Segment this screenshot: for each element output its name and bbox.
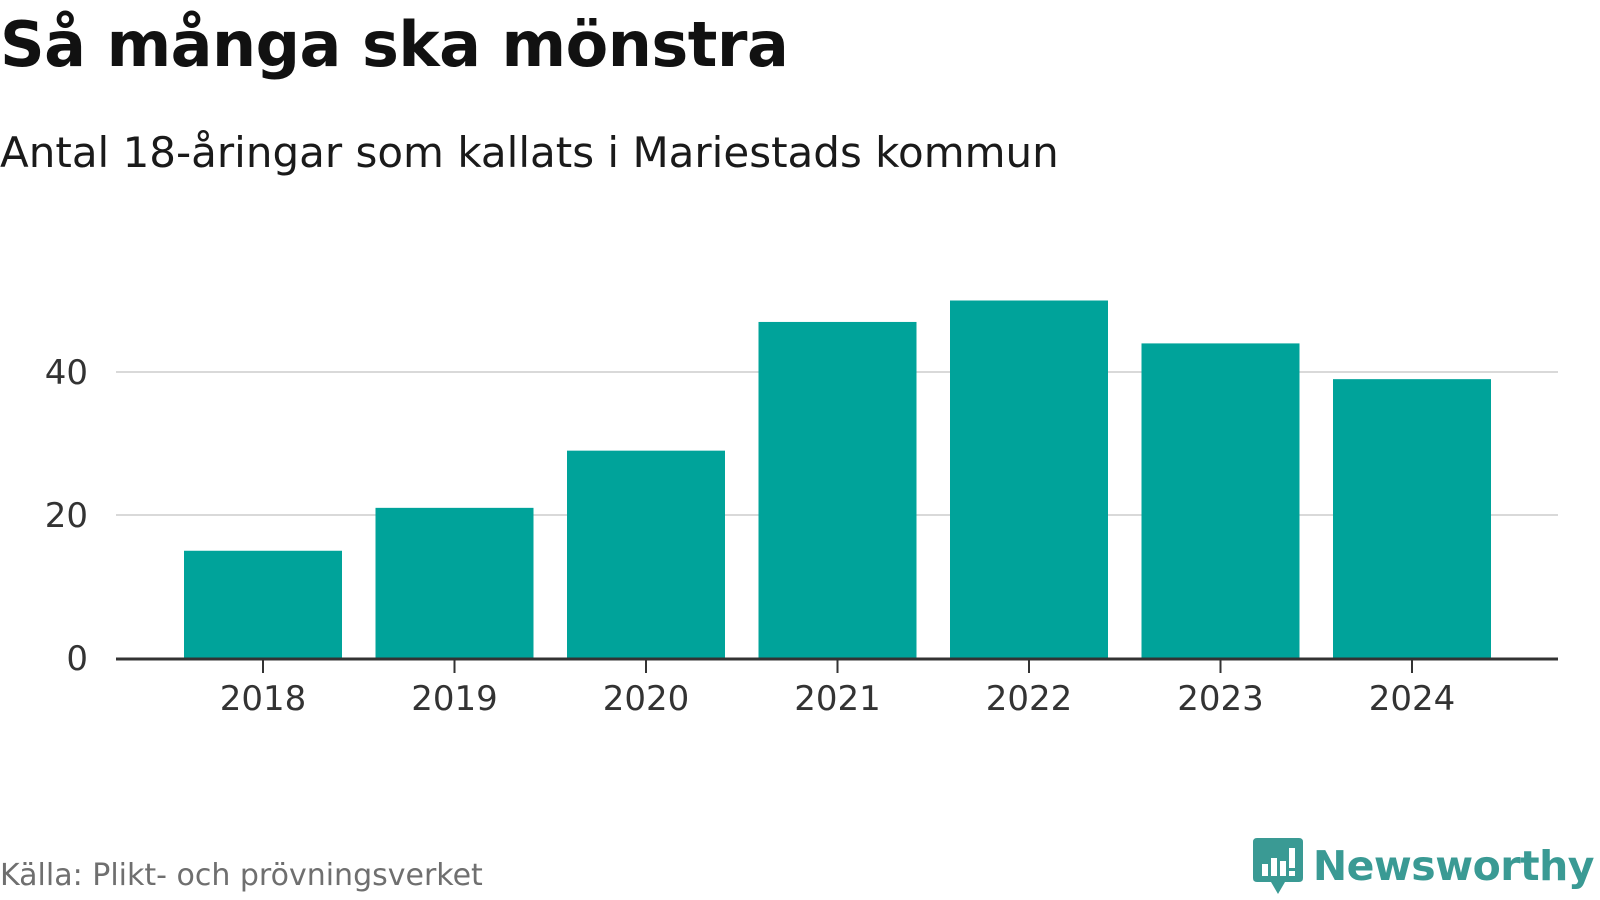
y-tick-label: 40 <box>45 353 88 393</box>
y-tick-label: 20 <box>45 496 88 536</box>
brand-logo: Newsworthy <box>1252 838 1595 894</box>
bar-2021 <box>758 321 917 658</box>
bar-2023 <box>1141 343 1300 658</box>
bar-2024 <box>1333 379 1491 658</box>
x-tick-label: 2024 <box>1369 679 1456 719</box>
chart-subtitle: Antal 18-åringar som kallats i Mariestad… <box>0 128 1059 177</box>
x-tick-label: 2023 <box>1177 679 1264 719</box>
bar-2019 <box>375 507 534 658</box>
x-tick-label: 2018 <box>220 679 307 719</box>
chart-title: Så många ska mönstra <box>0 8 789 81</box>
brand-name: Newsworthy <box>1312 842 1595 890</box>
y-tick-label: 0 <box>66 639 88 679</box>
source-note: Källa: Plikt- och prövningsverket <box>0 858 483 893</box>
bar-2018 <box>184 550 342 658</box>
x-tick-label: 2022 <box>986 679 1073 719</box>
x-tick-label: 2021 <box>794 679 881 719</box>
bar-2022 <box>950 300 1108 658</box>
bar-2020 <box>567 450 725 658</box>
x-tick-label: 2020 <box>603 679 690 719</box>
speech-bubble-bar-chart-icon <box>1252 838 1303 894</box>
x-tick-label: 2019 <box>411 679 498 719</box>
